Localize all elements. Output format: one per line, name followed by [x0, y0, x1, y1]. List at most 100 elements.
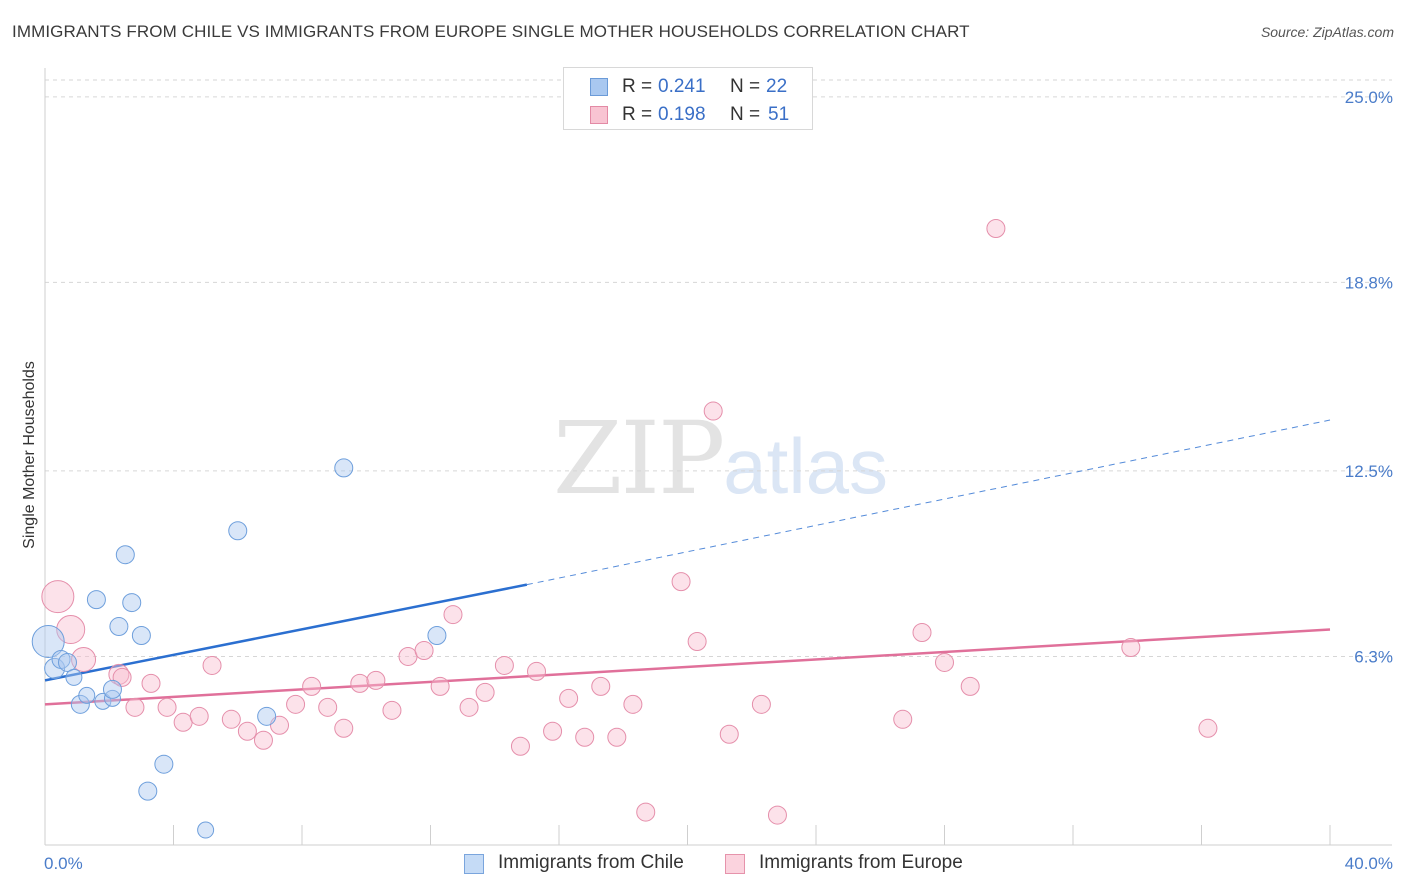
legend-r-label: R =	[622, 76, 653, 97]
europe-point	[71, 646, 97, 672]
europe-point	[286, 694, 306, 714]
europe-point	[935, 652, 954, 672]
europe-point	[703, 401, 723, 421]
chile-point	[65, 668, 83, 686]
europe-point	[141, 673, 161, 693]
europe-trend-line	[44, 628, 1331, 706]
watermark-zip: ZIP	[553, 400, 725, 517]
europe-point	[591, 676, 611, 696]
legend-swatch-chile	[464, 854, 484, 874]
europe-point	[623, 694, 643, 714]
europe-point	[636, 802, 656, 822]
x-tick-label-min: 0.0%	[44, 854, 83, 873]
europe-point	[108, 663, 130, 685]
europe-point	[221, 709, 241, 729]
chile-point	[57, 652, 77, 672]
europe-point	[157, 697, 177, 717]
legend-n-label: N =	[730, 104, 761, 125]
y-tick-label: 25.0%	[1345, 88, 1393, 107]
europe-point	[366, 670, 386, 690]
chile-point	[427, 626, 447, 646]
source-note: Source: ZipAtlas.com	[1260, 24, 1394, 40]
europe-point	[960, 676, 980, 696]
europe-point	[607, 727, 627, 747]
chile-point	[115, 545, 135, 565]
europe-point	[443, 605, 463, 625]
chile-trend-line	[44, 583, 528, 682]
legend-swatch-europe	[590, 106, 608, 124]
legend-swatch-chile	[590, 78, 608, 96]
legend-swatch-europe	[725, 854, 745, 874]
europe-point	[41, 580, 75, 614]
europe-point	[527, 661, 547, 681]
europe-point	[719, 724, 739, 744]
y-tick-label: 18.8%	[1345, 273, 1393, 292]
europe-point	[559, 688, 579, 708]
europe-point	[575, 727, 595, 747]
europe-point	[751, 694, 771, 714]
data-points	[31, 219, 1218, 839]
europe-point	[671, 572, 691, 592]
europe-point	[1121, 637, 1141, 657]
chile-point	[94, 692, 112, 710]
europe-point	[253, 730, 273, 750]
chile-point	[154, 754, 174, 774]
legend-n-value: 51	[768, 104, 790, 125]
watermark-atlas: atlas	[723, 422, 889, 510]
chile-point	[228, 521, 248, 541]
chile-point	[31, 624, 65, 658]
legend-r-label: R =	[622, 104, 653, 125]
chile-point	[86, 590, 106, 610]
europe-point	[912, 623, 932, 643]
europe-point	[350, 673, 370, 693]
europe-point	[334, 718, 354, 738]
legend-r-value: 0.241	[658, 76, 706, 97]
chile-point	[44, 657, 66, 679]
legend-row-europe: R = 0.198 N = 51	[564, 100, 812, 128]
legend-n-label: N =	[730, 76, 761, 97]
chile-point	[102, 679, 122, 699]
chart-title: IMMIGRANTS FROM CHILE VS IMMIGRANTS FROM…	[12, 22, 970, 41]
europe-point	[430, 676, 450, 696]
grid-lines	[45, 79, 1392, 657]
chile-point	[334, 458, 354, 478]
europe-point	[318, 697, 338, 717]
europe-point	[459, 697, 479, 717]
y-tick-label: 6.3%	[1354, 647, 1393, 666]
legend-r-value: 0.198	[658, 104, 706, 125]
europe-point	[173, 712, 193, 732]
europe-point	[893, 709, 913, 729]
europe-point	[398, 646, 418, 666]
legend-label-europe: Immigrants from Europe	[759, 852, 963, 873]
chile-point	[122, 593, 142, 613]
europe-point	[475, 682, 495, 702]
chile-point	[70, 694, 90, 714]
europe-point	[237, 721, 257, 741]
europe-point	[494, 655, 514, 675]
chile-point	[197, 821, 215, 839]
y-axis-title: Single Mother Households	[21, 361, 38, 549]
europe-point	[125, 697, 145, 717]
europe-point	[543, 721, 563, 741]
europe-point	[189, 706, 209, 726]
europe-point	[302, 676, 322, 696]
chile-point	[78, 686, 96, 704]
y-tick-label: 12.5%	[1345, 462, 1393, 481]
legend-row-chile: R = 0.241 N = 22	[564, 72, 812, 100]
europe-point	[202, 655, 222, 675]
europe-point	[414, 640, 434, 660]
europe-point	[767, 805, 787, 825]
x-tick-label-max: 40.0%	[1345, 854, 1393, 873]
series-legend: Immigrants from Chile Immigrants from Eu…	[0, 852, 1406, 878]
europe-point	[986, 219, 1006, 239]
tick-labels: 6.3% 12.5% 18.8% 25.0% 0.0% 40.0%	[44, 88, 1393, 873]
chile-point	[131, 626, 151, 646]
chile-point	[138, 781, 158, 801]
watermark: ZIPatlas	[553, 400, 888, 517]
legend-label-chile: Immigrants from Chile	[498, 852, 684, 873]
europe-point	[687, 631, 707, 651]
legend-n-value: 22	[766, 76, 788, 97]
correlation-legend: R = 0.241 N = 22 R = 0.198 N = 51	[563, 67, 813, 130]
europe-point	[1198, 718, 1218, 738]
